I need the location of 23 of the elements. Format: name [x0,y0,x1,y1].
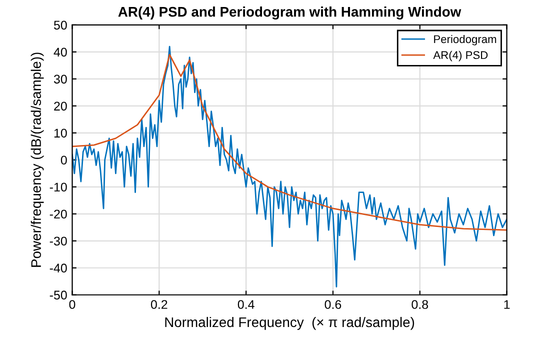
x-axis-title: Normalized Frequency (× π rad/sample) [165,316,414,330]
x-tick-label: 0.4 [238,300,254,309]
y-tick-label: -40 [50,264,67,273]
y-tick-label: -30 [50,236,67,246]
y-tick-label: 20 [54,102,67,111]
y-tick-label: 50 [54,20,67,30]
x-tick-label: 0 [69,300,76,309]
y-tick-label: -10 [50,182,67,192]
y-axis-title: Power/frequency (dB/(rad/sample)) [30,52,44,267]
y-tick-label: 40 [54,48,67,57]
x-tick-label: 0.8 [412,300,428,309]
chart-title: AR(4) PSD and Periodogram with Hamming Window [118,6,462,20]
legend-label: Periodogram [434,34,496,46]
x-tick-label: 0.6 [324,300,342,309]
x-tick-label: 1 [504,300,510,309]
x-tick-label: 0.2 [150,300,168,309]
y-tick-label: 10 [54,128,67,138]
legend-label: AR(4) PSD [433,50,488,62]
y-tick-label: -20 [50,210,67,219]
y-tick-label: 30 [54,74,67,84]
line-series [72,46,507,288]
y-tick-label: 0 [60,156,67,165]
y-tick-label: -50 [50,290,67,300]
